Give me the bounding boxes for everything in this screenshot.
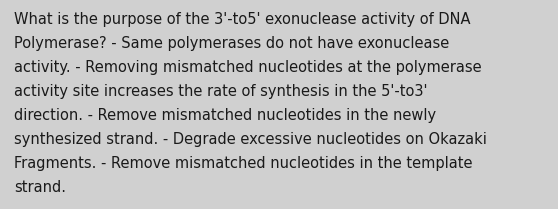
Text: activity. - Removing mismatched nucleotides at the polymerase: activity. - Removing mismatched nucleoti… xyxy=(14,60,482,75)
Text: Polymerase? - Same polymerases do not have exonuclease: Polymerase? - Same polymerases do not ha… xyxy=(14,36,449,51)
Text: direction. - Remove mismatched nucleotides in the newly: direction. - Remove mismatched nucleotid… xyxy=(14,108,436,123)
Text: strand.: strand. xyxy=(14,180,66,195)
Text: What is the purpose of the 3'-to5' exonuclease activity of DNA: What is the purpose of the 3'-to5' exonu… xyxy=(14,12,470,27)
Text: activity site increases the rate of synthesis in the 5'-to3': activity site increases the rate of synt… xyxy=(14,84,427,99)
Text: synthesized strand. - Degrade excessive nucleotides on Okazaki: synthesized strand. - Degrade excessive … xyxy=(14,132,487,147)
Text: Fragments. - Remove mismatched nucleotides in the template: Fragments. - Remove mismatched nucleotid… xyxy=(14,156,473,171)
